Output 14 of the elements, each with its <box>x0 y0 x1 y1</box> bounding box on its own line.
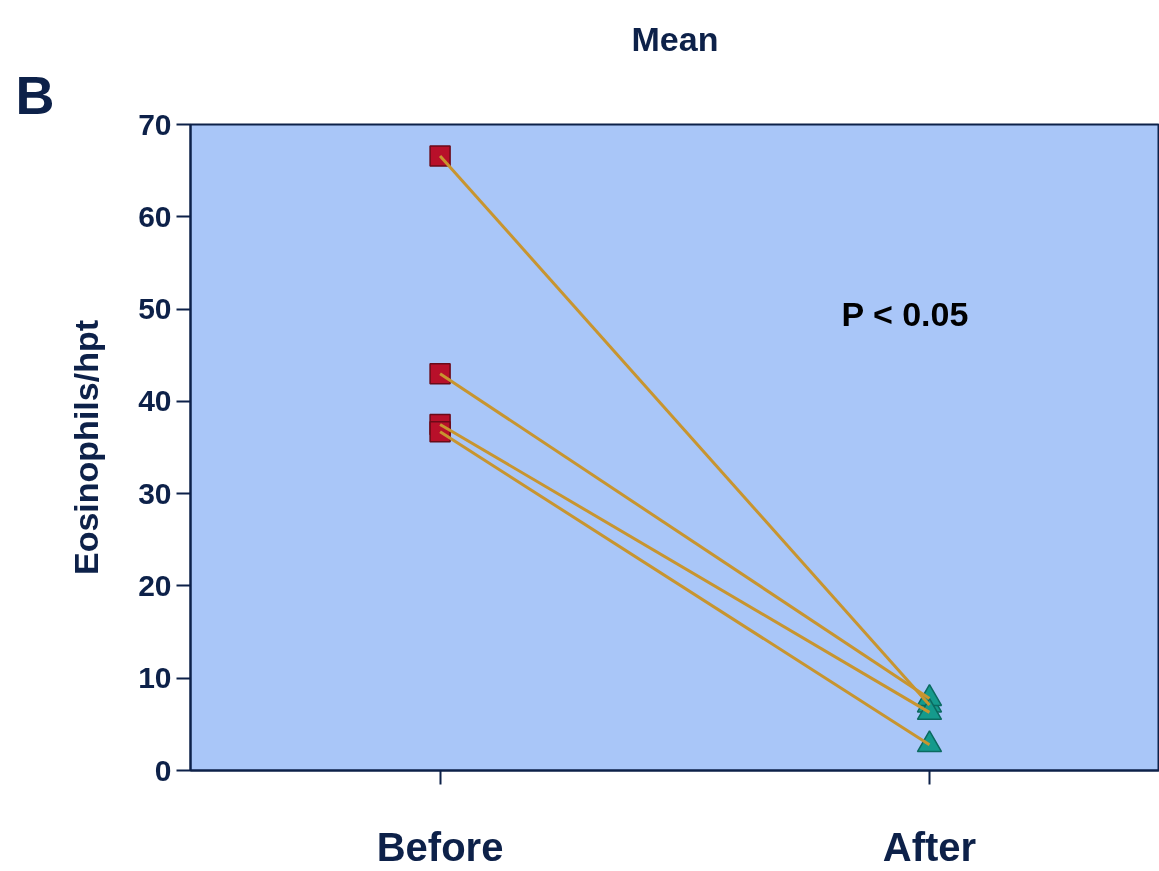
y-tick-label: 60 <box>138 199 172 233</box>
text: B <box>15 64 55 125</box>
x-tick-label: Before <box>376 824 504 869</box>
chart-title: Mean <box>631 19 719 58</box>
y-tick-label: 0 <box>154 753 172 787</box>
y-axis-title: Eosinophils/hpt <box>67 320 106 575</box>
y-tick-label: 20 <box>138 568 172 602</box>
y-tick-label: 70 <box>138 107 172 141</box>
annotation: P < 0.05 <box>841 294 969 333</box>
x-tick-label: After <box>882 824 977 869</box>
y-tick-label: 10 <box>138 661 172 695</box>
y-tick-label: 40 <box>138 384 172 418</box>
y-tick-label: 30 <box>138 476 172 510</box>
y-tick-label: 50 <box>138 292 172 326</box>
